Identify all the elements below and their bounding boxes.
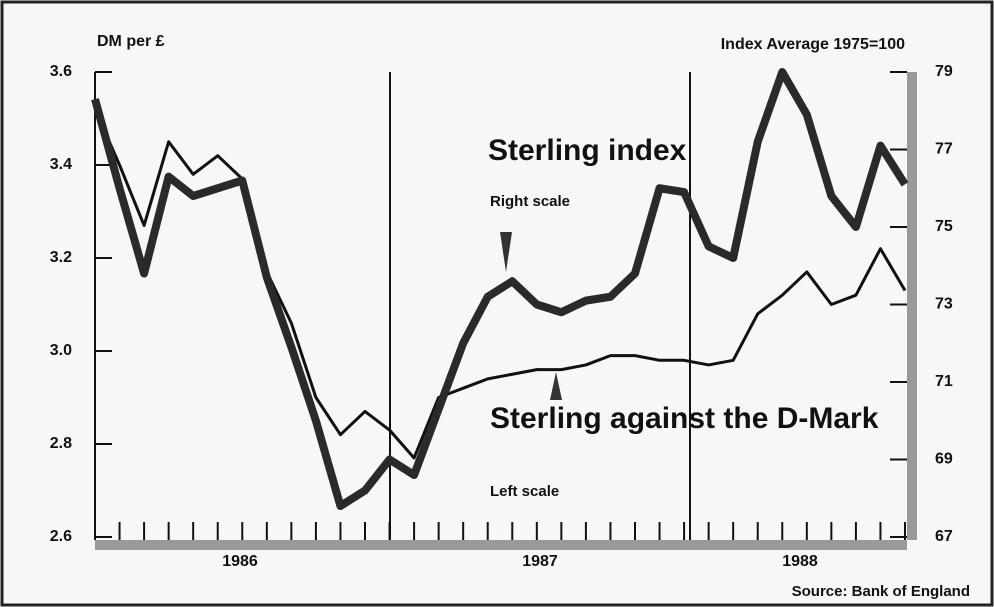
y-tick-label: 3.4 [50, 156, 72, 173]
pointer [550, 372, 562, 400]
series-note: Right scale [490, 193, 570, 210]
series-note: Left scale [490, 483, 559, 500]
y-axis-label: DM per £ [97, 33, 165, 50]
x-tick-label: 1987 [522, 553, 558, 570]
series-label: Sterling against the D-Mark [490, 402, 879, 435]
line [91, 68, 909, 510]
y2-axis-label: Index Average 1975=100 [721, 36, 905, 53]
y2-tick-label: 73 [935, 296, 953, 313]
y-tick-label: 2.8 [50, 435, 72, 452]
x-tick-label: 1986 [222, 553, 258, 570]
y-tick-label: 3.2 [50, 249, 72, 266]
y2-axis [907, 72, 917, 540]
line [93, 108, 907, 460]
y-tick-label: 3.6 [50, 63, 72, 80]
y-tick-label: 3.0 [50, 342, 72, 359]
source: Source: Bank of England [792, 583, 970, 600]
x-tick-label: 1988 [782, 553, 818, 570]
y2-tick-label: 79 [935, 63, 953, 80]
x-band [95, 540, 907, 550]
series-label: Sterling index [488, 134, 687, 167]
y-tick-label: 2.6 [50, 528, 72, 545]
y2-tick-label: 71 [935, 373, 953, 390]
y2-tick-label: 67 [935, 528, 953, 545]
pointer [500, 232, 512, 272]
y2-tick-label: 75 [935, 218, 953, 235]
y2-tick-label: 77 [935, 141, 953, 158]
y2-tick-label: 69 [935, 451, 953, 468]
